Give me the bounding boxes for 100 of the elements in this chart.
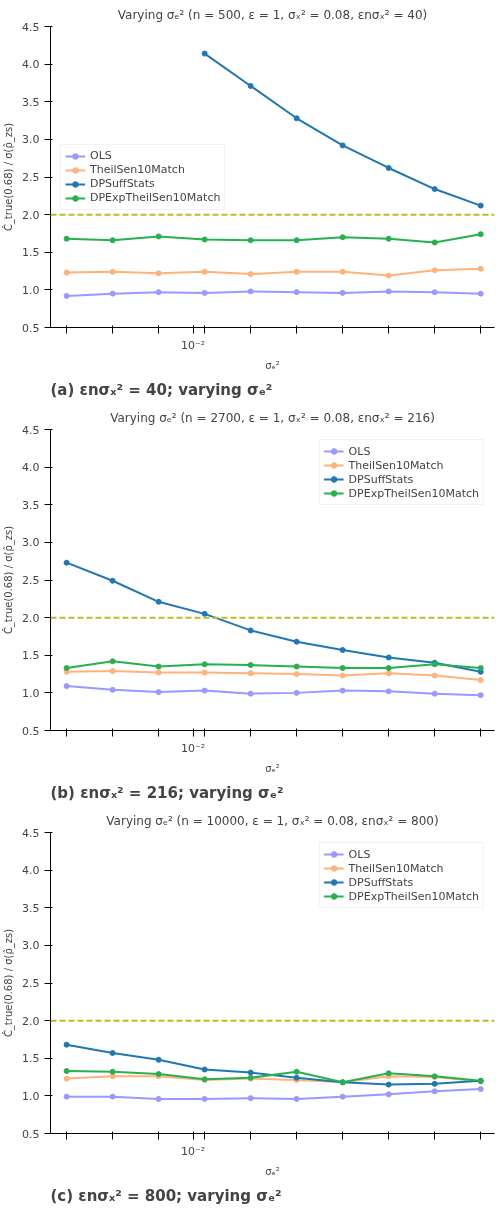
point — [477, 265, 484, 272]
legend-label: OLS — [90, 148, 112, 163]
point — [155, 663, 162, 670]
point — [109, 658, 116, 665]
y-tick-label: 2.0 — [22, 208, 40, 222]
point — [431, 1088, 438, 1095]
point — [385, 654, 392, 661]
point — [431, 690, 438, 697]
y-tick-label: 2.0 — [22, 611, 40, 625]
point — [247, 271, 254, 278]
point — [155, 1056, 162, 1063]
point — [339, 672, 346, 679]
y-tick-label: 0.5 — [22, 321, 40, 335]
point — [293, 663, 300, 670]
point — [109, 1093, 116, 1100]
y-tick-label: 3.5 — [22, 901, 40, 915]
legend-label: DPExpTheilSen10Match — [348, 486, 479, 500]
point — [293, 1068, 300, 1075]
y-tick-label: 2.5 — [22, 574, 40, 587]
point — [477, 692, 484, 699]
text: (b) εnσₓ² = 216; varying σₑ² — [50, 783, 284, 802]
legend-label: OLS — [348, 444, 371, 458]
point — [109, 1049, 116, 1056]
point — [293, 268, 300, 275]
text: 10⁻² — [181, 1144, 206, 1158]
point — [339, 234, 346, 241]
point — [63, 559, 70, 566]
legend-label: DPExpTheilSen10Match — [348, 889, 479, 903]
point — [385, 1091, 392, 1098]
point — [385, 288, 392, 295]
y-tick-label: 1.5 — [22, 246, 40, 260]
point — [477, 290, 484, 297]
x-axis-title: σₑ² — [265, 359, 280, 371]
point — [155, 669, 162, 676]
point — [247, 662, 254, 669]
point — [247, 288, 254, 295]
point — [155, 289, 162, 296]
point — [339, 687, 346, 694]
point — [431, 267, 438, 274]
legend-label: DPSuffStats — [348, 472, 414, 486]
legend-label: OLS — [348, 847, 371, 861]
point — [293, 638, 300, 645]
y-tick-label: 1.0 — [22, 283, 40, 297]
point — [385, 1081, 392, 1088]
point — [63, 1041, 70, 1048]
point — [201, 289, 208, 296]
point — [339, 665, 346, 672]
point — [477, 231, 484, 238]
point — [109, 686, 116, 693]
chart-title: Varying σₑ² (n = 10000, ε = 1, σₓ² = 0.08, εnσₓ² = 800) — [106, 813, 439, 828]
y-tick-label: 1.5 — [22, 1052, 40, 1066]
point — [247, 237, 254, 244]
y-axis-title: Ĉ_true(0.68) / σ(ρ̂_zs) — [2, 122, 16, 232]
point — [339, 646, 346, 653]
point — [339, 1093, 346, 1100]
point — [431, 1080, 438, 1087]
y-tick-label: 3.0 — [22, 536, 40, 550]
y-tick-label: 1.0 — [22, 1089, 40, 1103]
legend-label: DPSuffStats — [90, 176, 155, 191]
text: (c) εnσₓ² = 800; varying σₑ² — [50, 1186, 282, 1205]
point — [63, 1068, 70, 1075]
point — [247, 1069, 254, 1076]
legend-label: DPExpTheilSen10Match — [90, 190, 221, 205]
chart-title: Varying σₑ² (n = 500, ε = 1, σₓ² = 0.08, εnσₓ² = 40) — [117, 7, 428, 22]
point — [431, 672, 438, 679]
point — [431, 239, 438, 246]
point — [63, 269, 70, 276]
point — [109, 577, 116, 584]
point — [339, 268, 346, 275]
point — [385, 688, 392, 695]
y-tick-label: 3.0 — [22, 939, 40, 953]
x-axis-title: σₑ² — [265, 762, 280, 774]
point — [109, 1073, 116, 1080]
y-tick-label: 3.5 — [22, 498, 40, 512]
point — [293, 289, 300, 296]
point — [293, 1095, 300, 1102]
point — [431, 186, 438, 193]
point — [155, 689, 162, 696]
point — [247, 690, 254, 697]
y-axis-title: Ĉ_true(0.68) / σ(ρ̂_zs) — [2, 525, 16, 635]
y-tick-label: 0.5 — [22, 1127, 40, 1141]
point — [477, 202, 484, 209]
y-tick-label: 1.5 — [22, 649, 40, 663]
y-tick-label: 2.0 — [22, 1014, 40, 1028]
point — [201, 1066, 208, 1073]
y-tick-label: 4.0 — [22, 864, 40, 878]
legend-label: TheilSen10Match — [90, 162, 185, 177]
y-tick-label: 4.5 — [22, 423, 40, 437]
y-tick-label: 4.0 — [22, 58, 40, 72]
point — [155, 598, 162, 605]
point — [339, 289, 346, 296]
point — [385, 164, 392, 171]
point — [109, 290, 116, 297]
text: 10⁻² — [181, 741, 206, 755]
point — [109, 668, 116, 675]
point — [247, 627, 254, 634]
point — [293, 237, 300, 244]
point — [385, 670, 392, 677]
legend-label: TheilSen10Match — [348, 861, 444, 875]
point — [431, 289, 438, 296]
